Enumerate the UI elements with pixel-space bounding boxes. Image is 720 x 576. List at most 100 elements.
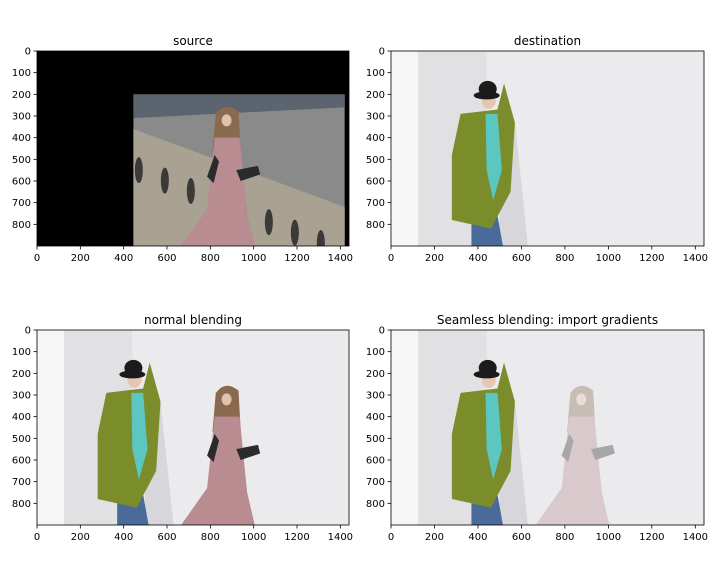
y-tick-label: 100	[12, 347, 31, 358]
man-figure	[97, 359, 174, 525]
woman-arm-left	[207, 155, 219, 184]
y-tick-label: 100	[12, 68, 31, 79]
x-tick-label: 200	[71, 253, 90, 264]
subplot-1: source 0 200 400 600 800 1000 1200 1400 0 100 200 30…	[12, 34, 353, 264]
y-tick-label: 700	[12, 198, 31, 209]
image-area	[391, 330, 704, 525]
x-tick-label: 1200	[284, 253, 309, 264]
x-tick-label: 0	[388, 532, 394, 543]
x-tick-label: 800	[201, 253, 220, 264]
man-shirt	[485, 113, 502, 201]
image-area	[37, 51, 349, 246]
man-figure	[451, 80, 528, 246]
axes-frame	[390, 50, 705, 247]
woman-arm-left	[207, 434, 219, 463]
y-tick-label: 700	[12, 477, 31, 488]
y-tick-label: 300	[12, 391, 31, 402]
wall-light-left	[391, 330, 419, 525]
man-shirt	[485, 392, 502, 480]
x-tick-label: 0	[34, 532, 40, 543]
woman-arm-right	[590, 444, 615, 460]
x-tick-label: 800	[555, 532, 574, 543]
image-area	[37, 330, 349, 525]
x-tick-label: 200	[425, 532, 444, 543]
y-tick-label: 800	[12, 499, 31, 510]
y-tick-label: 0	[25, 326, 31, 337]
y-tick-label: 200	[12, 369, 31, 380]
x-tick-label: 1200	[284, 532, 309, 543]
x-tick-label: 1200	[639, 532, 664, 543]
x-tick-label: 600	[512, 253, 531, 264]
y-tick-label: 500	[12, 434, 31, 445]
y-tick-label: 200	[12, 90, 31, 101]
baluster	[290, 219, 299, 246]
woman-dress	[181, 137, 255, 246]
subplot-title: Seamless blending: import gradients	[437, 313, 658, 327]
x-tick-label: 1400	[328, 532, 353, 543]
woman-arm-left	[561, 434, 574, 463]
x-tick-label: 200	[71, 532, 90, 543]
y-tick-label: 800	[12, 220, 31, 231]
wall-light-left	[37, 330, 65, 525]
x-tick-label: 400	[468, 253, 487, 264]
woman-dress	[181, 416, 255, 525]
man-jacket	[451, 83, 515, 229]
y-tick-label: 100	[366, 68, 385, 79]
x-tick-label: 600	[512, 532, 531, 543]
woman-figure	[535, 385, 615, 525]
x-tick-label: 200	[425, 253, 444, 264]
y-tick-label: 600	[12, 456, 31, 467]
y-tick-label: 400	[12, 133, 31, 144]
axes-frame	[390, 329, 705, 526]
x-tick-label: 1200	[639, 253, 664, 264]
subplot-title: normal blending	[144, 313, 242, 327]
image-area	[391, 51, 704, 246]
woman-hair	[567, 385, 596, 432]
x-tick-label: 400	[114, 532, 133, 543]
x-tick-label: 0	[34, 253, 40, 264]
wall-light-left	[391, 51, 419, 246]
y-tick-label: 300	[366, 391, 385, 402]
y-tick-label: 500	[12, 155, 31, 166]
baluster	[316, 229, 325, 246]
woman-dress	[535, 416, 610, 525]
y-tick-label: 400	[366, 412, 385, 423]
x-tick-label: 1000	[596, 532, 621, 543]
y-tick-label: 200	[366, 369, 385, 380]
x-tick-label: 400	[114, 253, 133, 264]
y-tick-label: 0	[379, 47, 385, 58]
woman-figure	[181, 385, 261, 525]
man-hat-crown	[124, 359, 143, 376]
y-tick-label: 200	[366, 90, 385, 101]
baluster	[186, 177, 195, 204]
baluster	[264, 209, 273, 236]
man-jacket	[97, 362, 161, 508]
y-tick-label: 700	[366, 477, 385, 488]
y-tick-label: 300	[12, 112, 31, 123]
man-hat-crown	[478, 80, 497, 97]
subplot-2: destination 0 200 400 600 800 1000 1200 1400 0 100…	[366, 34, 708, 264]
x-tick-label: 1000	[241, 532, 266, 543]
man-figure	[451, 359, 528, 525]
woman-face	[576, 393, 587, 406]
man-shirt	[131, 392, 148, 480]
x-tick-label: 1400	[328, 253, 353, 264]
man-hat-crown	[478, 359, 497, 376]
x-tick-label: 800	[201, 532, 220, 543]
axes-frame	[36, 50, 350, 247]
y-tick-label: 500	[366, 434, 385, 445]
x-tick-label: 1000	[596, 253, 621, 264]
x-tick-label: 800	[555, 253, 574, 264]
woman-face	[221, 393, 232, 406]
x-tick-label: 600	[157, 253, 176, 264]
y-tick-label: 700	[366, 198, 385, 209]
x-tick-label: 400	[468, 532, 487, 543]
man-jacket	[451, 362, 515, 508]
stair-ceiling	[133, 94, 345, 119]
y-tick-label: 600	[12, 177, 31, 188]
y-tick-label: 300	[366, 112, 385, 123]
y-tick-label: 400	[12, 412, 31, 423]
x-tick-label: 0	[388, 253, 394, 264]
x-tick-label: 1000	[241, 253, 266, 264]
